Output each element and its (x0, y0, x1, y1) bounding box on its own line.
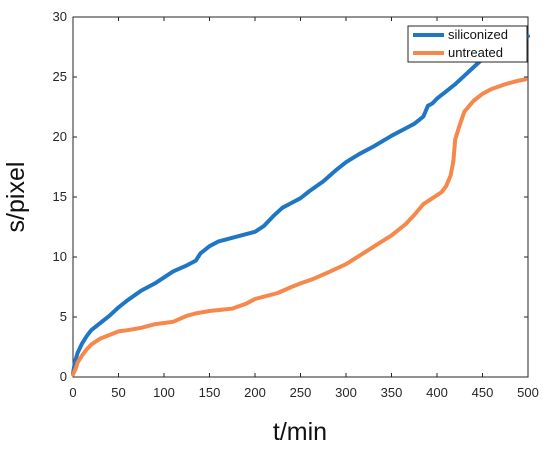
x-tick-label: 50 (111, 385, 125, 400)
y-tick-label: 25 (53, 69, 67, 84)
y-tick-label: 10 (53, 249, 67, 264)
x-tick-label: 150 (199, 385, 221, 400)
y-tick-label: 15 (53, 189, 67, 204)
legend-label-untreated: untreated (448, 45, 503, 60)
x-tick-label: 500 (517, 385, 539, 400)
series-layer (71, 34, 530, 377)
x-tick-label: 450 (472, 385, 494, 400)
legend-box (407, 25, 528, 63)
x-tick-label: 400 (426, 385, 448, 400)
y-tick-label: 0 (60, 369, 67, 384)
x-tick-label: 300 (335, 385, 357, 400)
x-tick-label: 350 (381, 385, 403, 400)
x-tick-label: 200 (244, 385, 266, 400)
y-tick-label: 20 (53, 129, 67, 144)
y-tick-label: 30 (53, 9, 67, 24)
series-line-siliconized (71, 34, 530, 376)
series-line-untreated (71, 77, 528, 377)
y-axis-ticks: 0 5 10 15 20 25 30 (53, 9, 528, 384)
x-tick-label: 0 (69, 385, 76, 400)
legend: siliconized untreated (407, 25, 528, 63)
x-axis-ticks: 0 50 100 150 200 250 300 350 400 450 500 (69, 17, 539, 400)
x-tick-label: 100 (153, 385, 175, 400)
legend-label-siliconized: siliconized (448, 27, 508, 42)
y-tick-label: 5 (60, 309, 67, 324)
x-axis-label: t/min (273, 418, 327, 446)
x-tick-label: 250 (290, 385, 312, 400)
y-axis-label: s/pixel (2, 162, 30, 233)
